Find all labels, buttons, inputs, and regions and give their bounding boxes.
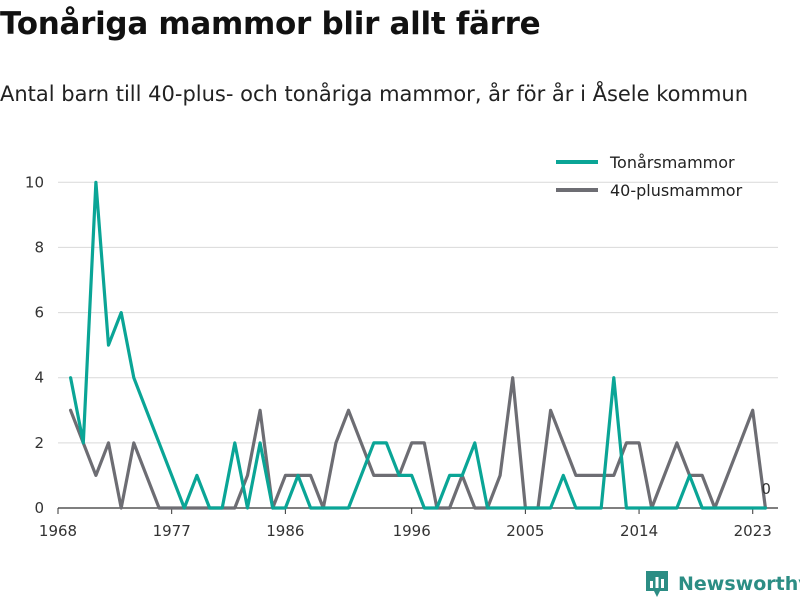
y-tick-label-10: 10	[25, 173, 44, 191]
x-tick-label-2023: 2023	[734, 522, 772, 540]
axes: 0 2 4 6 8 10 1968 1977 1986 1996 2005 2014 2023	[25, 173, 778, 540]
y-tick-label-0: 0	[34, 499, 44, 517]
brand-name: Newsworthy	[678, 573, 800, 595]
x-tick-label-1977: 1977	[153, 522, 191, 540]
x-tick-label-1968: 1968	[39, 522, 77, 540]
legend-label-0: Tonårsmammor	[609, 153, 735, 172]
y-tick-label-4: 4	[34, 369, 44, 387]
x-tick-label-1986: 1986	[266, 522, 304, 540]
legend: Tonårsmammor 40-plusmammor	[556, 153, 743, 200]
gridlines	[58, 181, 778, 444]
y-tick-label-2: 2	[34, 434, 44, 452]
legend-label-1: 40-plusmammor	[610, 181, 743, 200]
x-tick-label-1996: 1996	[393, 522, 431, 540]
y-tick-label-8: 8	[34, 238, 44, 256]
series-line-40-plusmammor	[68, 376, 768, 510]
series-lines: 0	[68, 180, 771, 510]
series-line-tonarsmammor	[68, 180, 768, 510]
x-tick-label-2005: 2005	[506, 522, 544, 540]
newsworthy-logo-icon	[646, 571, 668, 597]
chart-subtitle: Antal barn till 40-plus- och tonåriga ma…	[0, 82, 749, 106]
end-value-label: 0	[761, 480, 771, 498]
line-chart: 0 2 4 6 8 10 1968 1977 1986 1996 2005 2014 2023 0 To…	[25, 153, 778, 540]
x-tick-label-2014: 2014	[620, 522, 658, 540]
brand-footer: Newsworthy	[644, 568, 800, 600]
chart-title: Tonåriga mammor blir allt färre	[0, 6, 541, 42]
y-tick-label-6: 6	[34, 304, 44, 322]
